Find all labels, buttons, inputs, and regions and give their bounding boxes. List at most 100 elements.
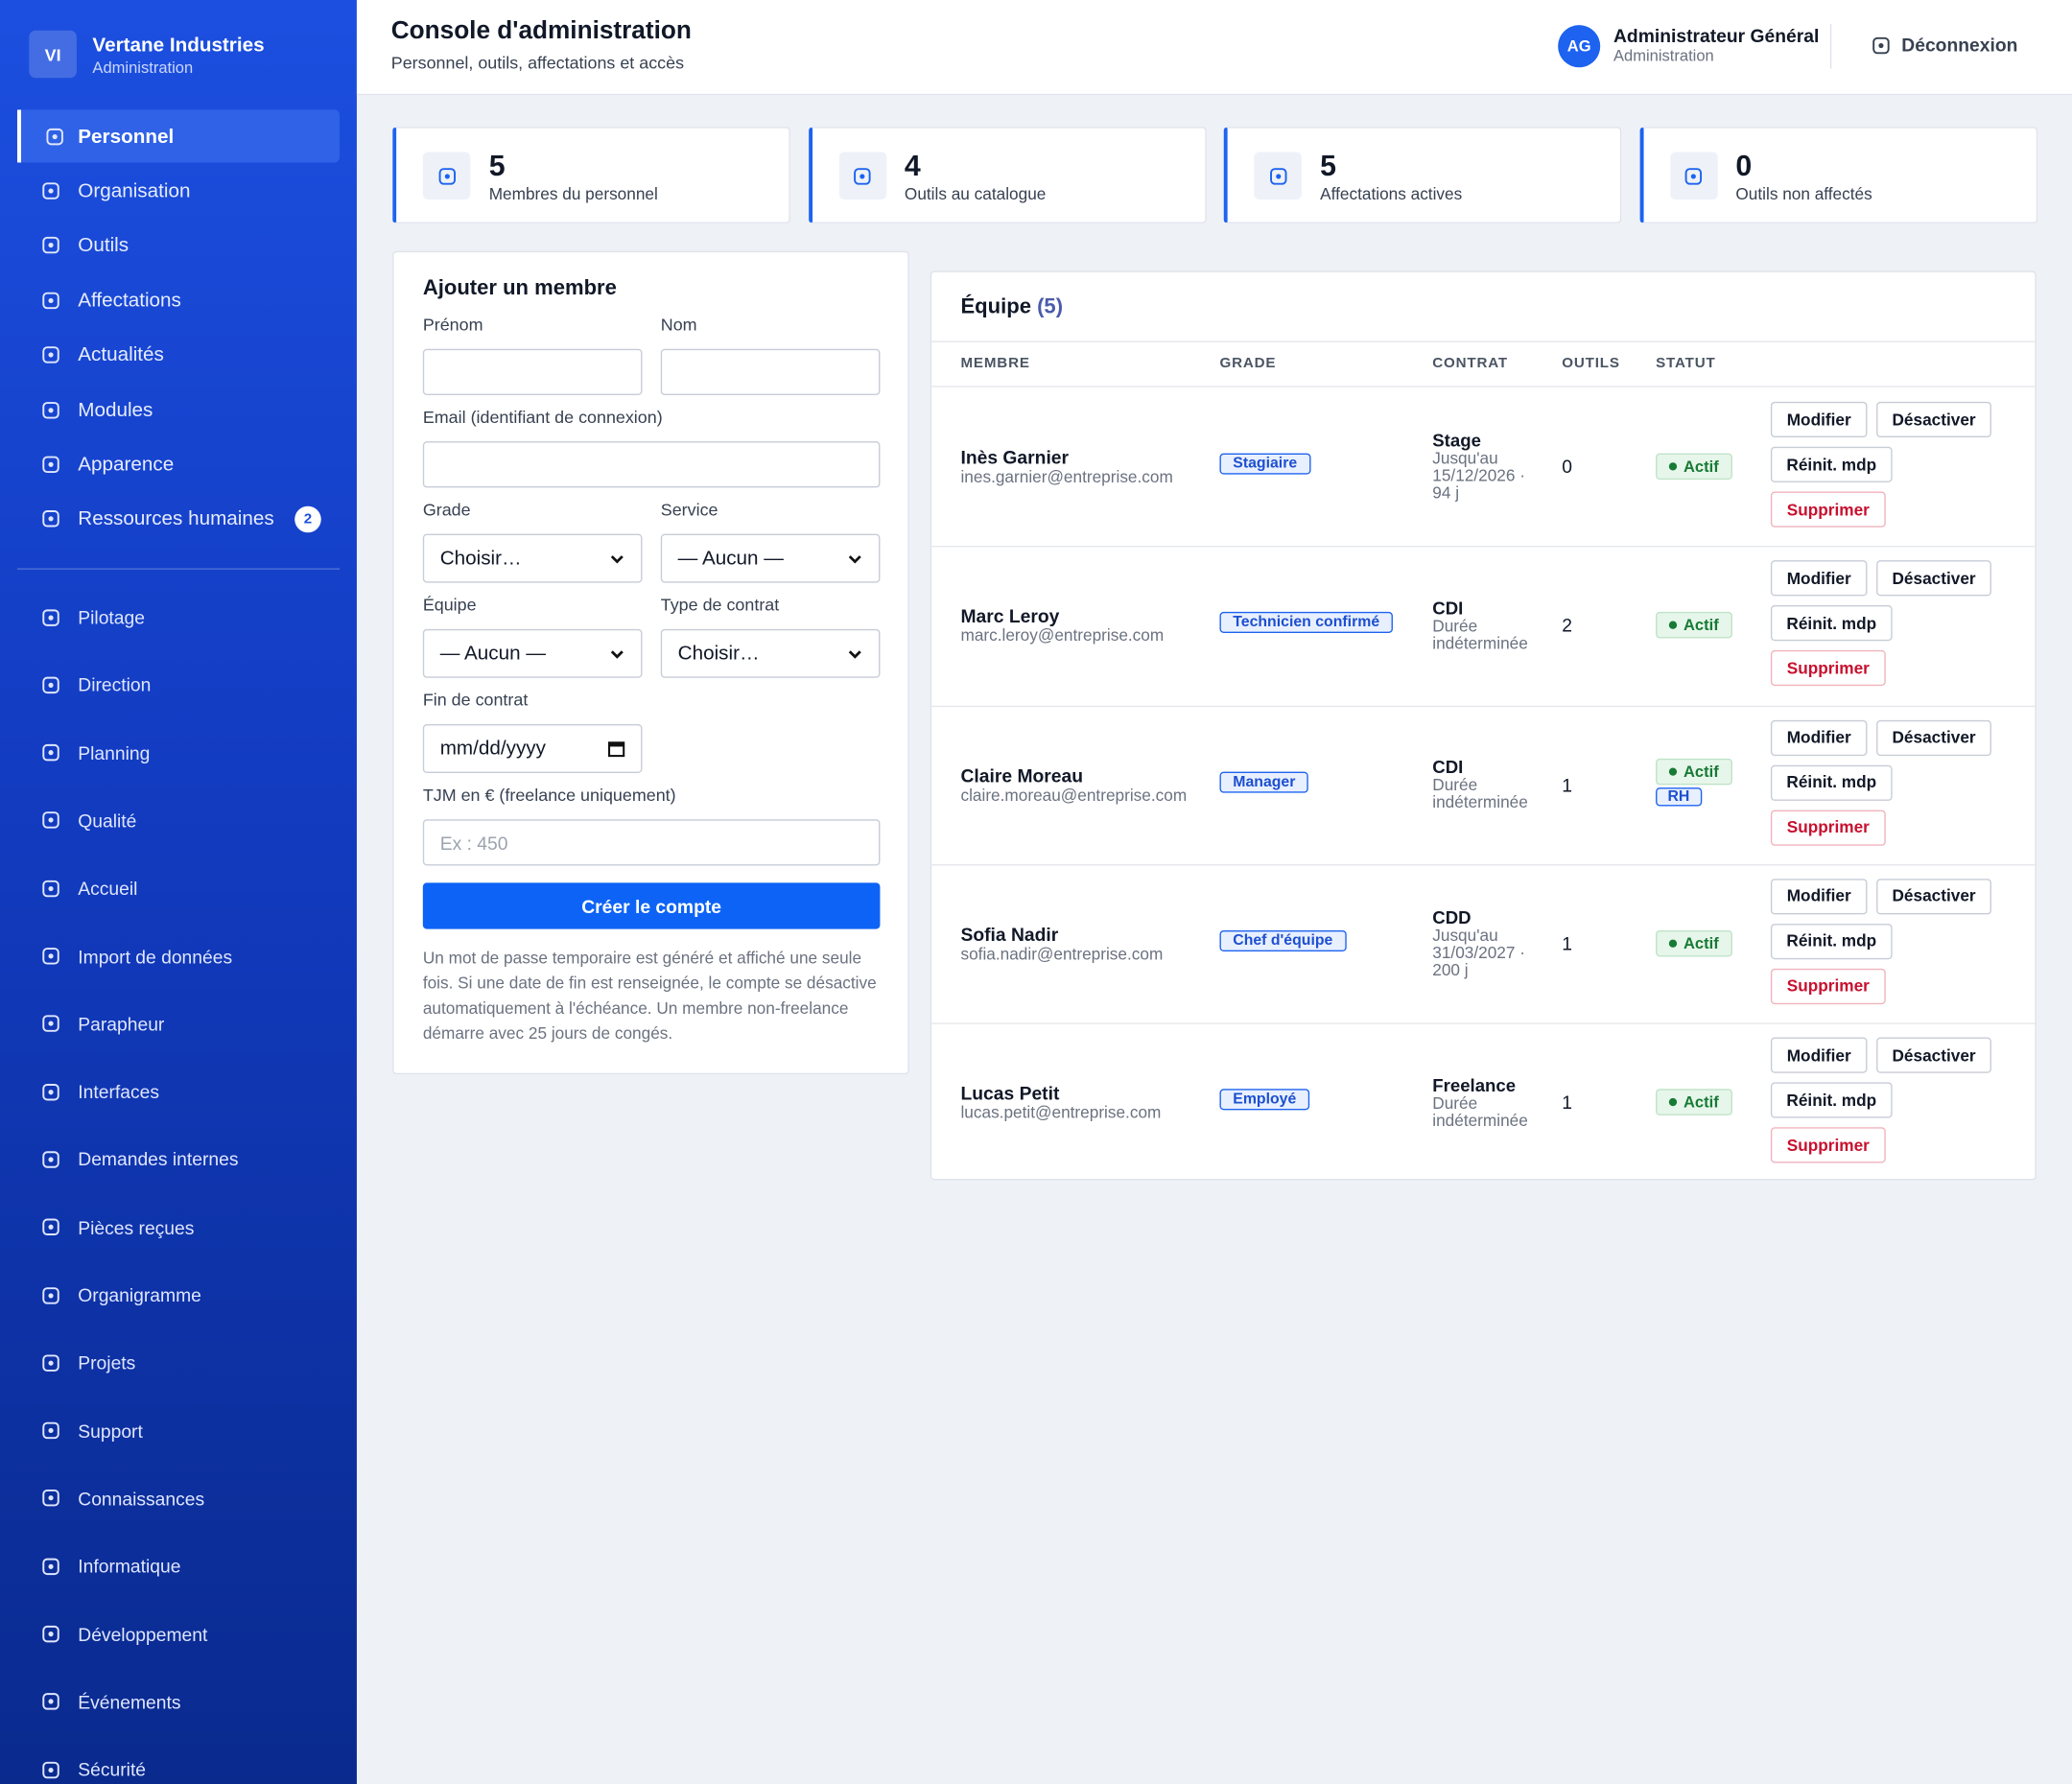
tools-count: 1 <box>1562 932 1573 954</box>
action-button[interactable]: Désactiver <box>1876 401 1991 438</box>
submit-button[interactable]: Créer le compte <box>422 882 881 929</box>
input-select[interactable]: — Aucun — <box>660 533 881 583</box>
grade-badge: Employé <box>1219 1089 1310 1111</box>
nav-label: Modules <box>78 398 153 421</box>
logout-button[interactable]: Déconnexion <box>1872 35 2017 56</box>
nav-item[interactable]: Développement <box>17 1608 340 1660</box>
action-button[interactable]: Supprimer <box>1770 968 1886 1004</box>
icon <box>1872 36 1890 54</box>
icon <box>42 1558 59 1575</box>
nav-label: Outils <box>78 234 130 257</box>
stat-label: Affectations actives <box>1320 184 1463 204</box>
action-button[interactable]: Modifier <box>1770 879 1868 915</box>
nav-item[interactable]: Organigramme <box>17 1269 340 1322</box>
input-select[interactable]: — Aucun — <box>422 628 643 678</box>
input-select[interactable]: Choisir… <box>660 628 881 678</box>
icon <box>42 292 59 309</box>
avatar: AG <box>1558 25 1601 68</box>
stat-card: 0 Outils non affectés <box>1638 127 2037 223</box>
action-button[interactable]: Supprimer <box>1770 810 1886 846</box>
nav-label: Pilotage <box>78 606 145 628</box>
action-button[interactable]: Désactiver <box>1876 879 1991 915</box>
icon <box>42 1354 59 1372</box>
nav-item[interactable]: Support <box>17 1404 340 1457</box>
action-button[interactable]: Modifier <box>1770 560 1868 597</box>
action-button[interactable]: Réinit. mdp <box>1770 1082 1893 1118</box>
nav-item[interactable]: Sécurité <box>17 1743 340 1784</box>
nav-label: Organisation <box>78 179 191 202</box>
tools-count: 0 <box>1562 456 1573 478</box>
action-button[interactable]: Désactiver <box>1876 1037 1991 1074</box>
nav-label: Pièces reçues <box>78 1216 195 1238</box>
action-button[interactable]: Réinit. mdp <box>1770 605 1893 642</box>
action-button[interactable]: Modifier <box>1770 401 1868 438</box>
input-text[interactable] <box>422 441 881 488</box>
nav-item[interactable]: Accueil <box>17 862 340 915</box>
status-badge: Actif <box>1656 453 1732 481</box>
nav-item[interactable]: Projets <box>17 1336 340 1389</box>
stat-value: 4 <box>904 149 921 183</box>
contract-detail: Jusqu'au 31/03/2027 · 200 j <box>1432 926 1525 979</box>
action-button[interactable]: Désactiver <box>1876 560 1991 597</box>
input-text[interactable] <box>660 348 881 395</box>
stat-value: 0 <box>1735 149 1753 183</box>
input-text[interactable] <box>422 348 643 395</box>
input-date[interactable]: mm/dd/yyyy <box>422 724 643 774</box>
team-title-text: Équipe <box>960 295 1031 319</box>
chevron <box>610 649 624 659</box>
icon <box>42 880 59 897</box>
nav-item[interactable]: Affectations <box>17 273 340 326</box>
field-label: Type de contrat <box>660 595 780 615</box>
nav-item[interactable]: Ressources humaines 2 <box>17 493 340 546</box>
nav-item[interactable]: Direction <box>17 659 340 712</box>
nav-label: Parapheur <box>78 1013 165 1035</box>
action-button[interactable]: Supprimer <box>1770 1127 1886 1163</box>
status: Actif <box>1656 612 1732 639</box>
contract-detail: Durée indéterminée <box>1432 1093 1528 1130</box>
action-button[interactable]: Supprimer <box>1770 650 1886 687</box>
action-button[interactable]: Réinit. mdp <box>1770 446 1893 482</box>
nav-item[interactable]: Personnel <box>16 109 341 163</box>
form-card: Ajouter un membre Prénom Nom Email (identif… <box>392 250 909 1075</box>
grade-badge: Stagiaire <box>1219 453 1310 475</box>
action-button[interactable]: Désactiver <box>1876 719 1991 756</box>
nav-item[interactable]: Interfaces <box>17 1066 340 1118</box>
nav-item[interactable]: Demandes internes <box>17 1133 340 1185</box>
action-button[interactable]: Réinit. mdp <box>1770 764 1893 801</box>
nav-label: Ressources humaines <box>78 507 274 530</box>
rule <box>931 340 2036 342</box>
nav-item[interactable]: Pièces reçues <box>17 1201 340 1254</box>
input-placeholder[interactable]: Ex : 450 <box>422 819 881 866</box>
nav-item[interactable]: Pilotage <box>17 591 340 644</box>
nav-label: Planning <box>78 741 151 763</box>
nav-item[interactable]: Connaissances <box>17 1472 340 1525</box>
action-button[interactable]: Modifier <box>1770 1037 1868 1074</box>
input-select[interactable]: Choisir… <box>422 533 643 583</box>
nav-item[interactable]: Outils <box>17 219 340 271</box>
nav-item[interactable]: Qualité <box>17 794 340 847</box>
nav-item[interactable]: Actualités <box>17 329 340 382</box>
icon <box>42 1693 59 1711</box>
row-rule <box>931 546 2036 548</box>
nav-item[interactable]: Modules <box>17 384 340 436</box>
action-button[interactable]: Réinit. mdp <box>1770 923 1893 960</box>
user-role: Administration <box>1613 46 1714 65</box>
nav-item[interactable]: Apparence <box>17 438 340 491</box>
nav-item[interactable]: Import de données <box>17 929 340 982</box>
column-header: OUTILS <box>1562 355 1620 372</box>
nav-item[interactable]: Informatique <box>17 1539 340 1592</box>
page-title: Console d'administration <box>390 16 692 45</box>
action-button[interactable]: Supprimer <box>1770 491 1886 528</box>
nav-item[interactable]: Planning <box>17 726 340 779</box>
icon <box>42 1218 59 1236</box>
contract-type: Stage <box>1432 431 1481 451</box>
status: Actif <box>1656 453 1732 481</box>
icon <box>42 811 59 830</box>
nav-item[interactable]: Organisation <box>17 164 340 217</box>
nav-item[interactable]: Parapheur <box>17 998 340 1050</box>
page-subtitle: Personnel, outils, affectations et accès <box>390 53 685 73</box>
nav-item[interactable]: Événements <box>17 1676 340 1728</box>
action-button[interactable]: Modifier <box>1770 719 1868 756</box>
